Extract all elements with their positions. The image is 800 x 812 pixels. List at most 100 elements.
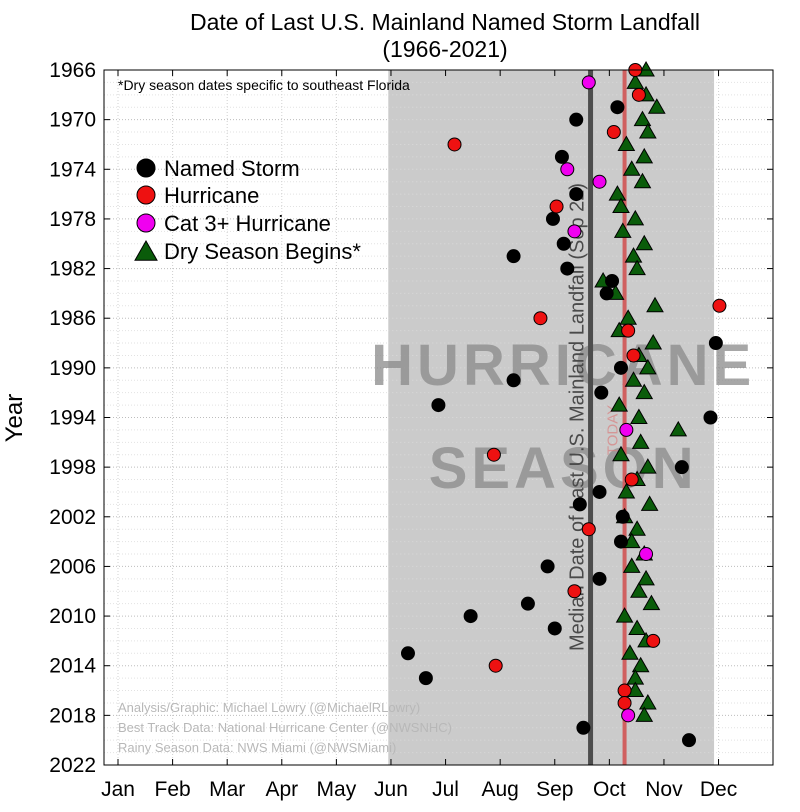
- hurricane-marker: [581, 522, 596, 537]
- x-tick-label: Feb: [155, 778, 191, 801]
- cat3-hurricane-marker: [619, 422, 634, 437]
- cat3-hurricane-marker: [621, 708, 636, 723]
- cat3-hurricane-marker: [592, 174, 607, 189]
- x-tick-label: Sep: [536, 778, 573, 801]
- x-tick-label: Jul: [432, 778, 459, 801]
- dry-season-marker: [635, 383, 654, 400]
- named-storm-marker: [463, 609, 478, 624]
- named-storm-marker: [572, 497, 587, 512]
- x-tick-label: Oct: [593, 778, 626, 801]
- y-axis-label: Year: [1, 394, 28, 443]
- x-axis-ticks: Jan Feb Mar Apr May Jun Jul Aug Sep Oct Nov Dec: [101, 70, 737, 801]
- named-storm-marker: [540, 559, 555, 574]
- named-storm-marker: [547, 621, 562, 636]
- hurricane-marker: [626, 348, 641, 363]
- named-storm-marker: [400, 646, 415, 661]
- dry-season-marker: [642, 594, 661, 611]
- y-tick-label: 2006: [49, 555, 96, 578]
- hurricane-marker: [617, 695, 632, 710]
- legend-marker: [136, 185, 156, 205]
- x-tick-label: Apr: [265, 778, 298, 801]
- x-tick-label: Nov: [645, 778, 683, 801]
- dry-season-marker: [669, 420, 688, 437]
- dry-season-marker: [631, 656, 650, 673]
- hurricane-marker: [447, 137, 462, 152]
- credit-line-1: Analysis/Graphic: Michael Lowry (@Michae…: [118, 700, 420, 715]
- named-storm-marker: [599, 286, 614, 301]
- named-storm-marker: [506, 249, 521, 264]
- dry-season-marker: [633, 110, 652, 127]
- dry-season-marker: [617, 482, 636, 499]
- named-storm-marker: [605, 273, 620, 288]
- hurricane-marker: [488, 658, 503, 673]
- y-tick-label: 2010: [49, 605, 96, 628]
- x-tick-label: Aug: [481, 778, 518, 801]
- hurricane-marker: [631, 87, 646, 102]
- x-tick-label: Jun: [374, 778, 408, 801]
- cat3-hurricane-marker: [639, 547, 654, 562]
- dry-season-marker: [628, 259, 646, 276]
- legend-marker: [136, 213, 156, 233]
- hurricane-season-label-line2: SEASON: [429, 436, 698, 501]
- named-storm-marker: [569, 187, 584, 202]
- y-tick-label: 1970: [49, 109, 96, 132]
- named-storm-marker: [556, 236, 571, 251]
- y-tick-label: 1990: [49, 357, 96, 380]
- credit-line-2: Best Track Data: National Hurricane Cent…: [118, 720, 452, 735]
- hurricane-marker: [712, 298, 727, 313]
- named-storm-marker: [576, 720, 591, 735]
- named-storm-marker: [682, 733, 697, 748]
- cat3-hurricane-marker: [560, 162, 575, 177]
- y-tick-label: 2018: [49, 704, 96, 727]
- y-tick-label: 1998: [49, 456, 96, 479]
- named-storm-marker: [613, 360, 628, 375]
- dry-season-marker: [626, 73, 645, 89]
- named-storm-marker: [674, 460, 689, 475]
- y-tick-label: 2002: [49, 506, 96, 529]
- dry-season-marker: [624, 371, 643, 387]
- dry-season-marker: [638, 123, 657, 139]
- dry-season-marker: [615, 607, 634, 623]
- named-storm-marker: [610, 100, 625, 115]
- hurricane-season-band: [388, 70, 715, 765]
- dry-season-marker: [635, 706, 654, 722]
- chart-subtitle: (1966-2021): [382, 36, 507, 62]
- dry-season-marker: [612, 197, 630, 214]
- dry-season-marker: [608, 185, 627, 201]
- named-storm-marker: [560, 261, 575, 276]
- y-tick-label: 2022: [49, 754, 96, 777]
- y-tick-label: 2014: [49, 655, 96, 678]
- hurricane-marker: [486, 447, 501, 462]
- named-storm-marker: [431, 398, 446, 413]
- dry-season-marker: [630, 408, 648, 424]
- legend-marker-dry-season: [134, 239, 158, 261]
- dry-season-marker: [621, 644, 639, 660]
- named-storm-marker: [703, 410, 718, 425]
- dry-season-marker: [638, 458, 657, 474]
- credit-line-3: Rainy Season Data: NWS Miami (@NWSMiami): [118, 740, 396, 755]
- dry-season-marker: [647, 98, 666, 114]
- dry-season-marker: [612, 445, 630, 462]
- dry-season-note: *Dry season dates specific to southeast …: [118, 77, 410, 93]
- hurricane-marker: [606, 125, 621, 140]
- x-tick-label: Mar: [209, 778, 245, 801]
- named-storm-marker: [615, 509, 630, 524]
- median-date-label: Median Date of Last U.S. Mainland Landfa…: [567, 183, 589, 651]
- cat3-hurricane-marker: [567, 224, 582, 239]
- dry-season-marker: [626, 209, 645, 226]
- named-storm-marker: [592, 571, 607, 586]
- named-storm-marker: [708, 336, 723, 351]
- named-storm-marker: [569, 112, 584, 127]
- y-tick-label: 1974: [49, 158, 96, 181]
- named-storm-marker: [545, 211, 560, 226]
- named-storm-marker: [418, 671, 433, 686]
- dry-season-marker: [640, 495, 659, 511]
- chart-title: Date of Last U.S. Mainland Named Storm L…: [190, 9, 700, 35]
- dry-season-marker: [638, 358, 657, 375]
- dry-season-marker: [638, 693, 657, 710]
- dry-season-marker: [622, 557, 641, 573]
- dry-season-marker: [617, 135, 636, 151]
- legend-label: Named Storm: [164, 156, 300, 181]
